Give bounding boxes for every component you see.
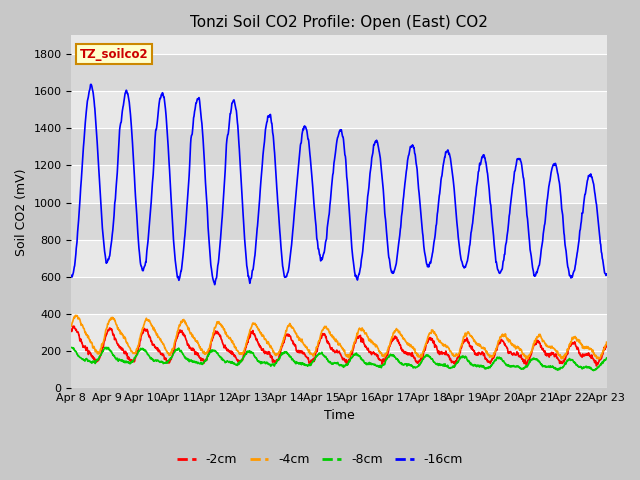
Title: Tonzi Soil CO2 Profile: Open (East) CO2: Tonzi Soil CO2 Profile: Open (East) CO2 <box>190 15 488 30</box>
Bar <box>72 54 607 91</box>
X-axis label: Time: Time <box>324 409 355 422</box>
Bar <box>72 203 607 240</box>
Bar <box>72 91 607 128</box>
Bar <box>72 314 607 351</box>
Y-axis label: Soil CO2 (mV): Soil CO2 (mV) <box>15 168 28 256</box>
Bar <box>72 240 607 277</box>
Bar <box>72 128 607 166</box>
Text: TZ_soilco2: TZ_soilco2 <box>79 48 148 60</box>
Bar <box>72 166 607 203</box>
Bar <box>72 351 607 388</box>
Bar <box>72 277 607 314</box>
Legend: -2cm, -4cm, -8cm, -16cm: -2cm, -4cm, -8cm, -16cm <box>172 448 468 471</box>
